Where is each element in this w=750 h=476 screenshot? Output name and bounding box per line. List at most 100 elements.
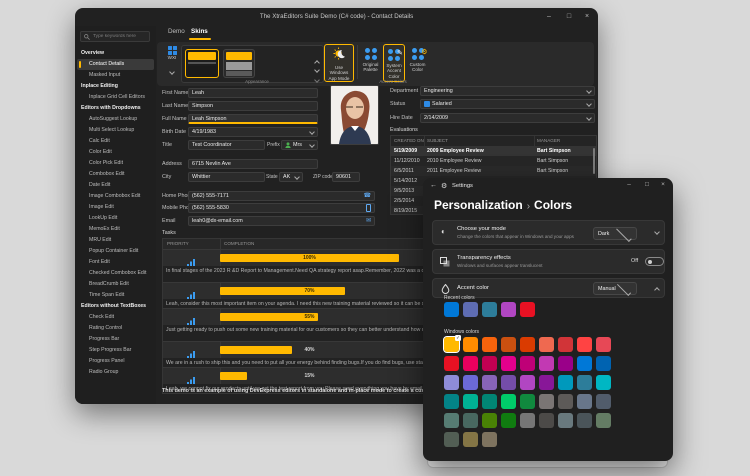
transparency-card[interactable]: Transparency effects Windows and surface… xyxy=(432,249,665,274)
home-phone-field[interactable]: (562) 555-7171 ☎ xyxy=(188,191,375,201)
windows-color-swatch[interactable] xyxy=(577,375,592,390)
sidebar-item-image-combobox-edit[interactable]: Image Combobox Edit xyxy=(89,193,141,199)
windows-color-swatch[interactable] xyxy=(558,337,573,352)
windows-color-swatch[interactable] xyxy=(501,356,516,371)
windows-color-swatch[interactable] xyxy=(577,356,592,371)
minimize-button[interactable]: – xyxy=(547,13,551,20)
windows-color-swatch[interactable] xyxy=(558,375,573,390)
windows-color-swatch[interactable] xyxy=(539,356,554,371)
system-accent-color-button[interactable]: ✎ System Accent Color xyxy=(383,44,405,82)
sidebar-item-check-edit[interactable]: Check Edit xyxy=(89,314,115,320)
windows-color-swatch[interactable] xyxy=(463,413,478,428)
zip-field[interactable]: 90601 xyxy=(332,172,360,182)
sidebar-item-combobox-edit[interactable]: Combobox Edit xyxy=(89,171,125,177)
accent-color-card[interactable]: Accent color Manual xyxy=(432,278,665,298)
recent-color-swatch[interactable] xyxy=(444,302,459,317)
completion-progress-bar[interactable]: 70% xyxy=(220,287,399,295)
evaluations-scrollbar[interactable] xyxy=(593,148,595,174)
windows-color-swatch[interactable] xyxy=(596,337,611,352)
mode-dropdown[interactable]: Dark xyxy=(593,225,637,242)
windows-color-swatch[interactable] xyxy=(444,413,459,428)
hire-date-field[interactable]: 2/14/2009 xyxy=(420,113,595,123)
close-button[interactable]: × xyxy=(584,13,590,20)
sidebar-item-date-edit[interactable]: Date Edit xyxy=(89,182,111,188)
recent-color-swatch[interactable] xyxy=(463,302,478,317)
sidebar-item-calc-edit[interactable]: Calc Edit xyxy=(89,138,110,144)
sidebar-item-contact-details[interactable]: Contact Details xyxy=(77,59,154,70)
transparency-toggle[interactable] xyxy=(645,257,664,266)
windows-color-swatch[interactable] xyxy=(520,337,535,352)
table-row[interactable]: 5/19/2009 2009 Employee Review Bart Simpso… xyxy=(391,146,596,156)
windows-color-swatch[interactable] xyxy=(482,413,497,428)
recent-color-swatch[interactable] xyxy=(482,302,497,317)
evaluations-col-manager[interactable]: MANAGER xyxy=(537,138,561,143)
windows-color-swatch[interactable] xyxy=(482,432,497,447)
windows-color-swatch[interactable] xyxy=(501,337,516,352)
windows-color-swatch[interactable] xyxy=(577,337,592,352)
windows-color-swatch[interactable] xyxy=(558,356,573,371)
sidebar-item-color-pick-edit[interactable]: Color Pick Edit xyxy=(89,160,124,166)
evaluations-col-subject[interactable]: SUBJECT xyxy=(427,138,448,143)
windows-color-swatch[interactable] xyxy=(501,375,516,390)
sidebar-item-step-progress-bar[interactable]: Step Progress Bar xyxy=(89,347,132,353)
sidebar-item-checked-combobox-edit[interactable]: Checked Combobox Edit xyxy=(89,270,147,276)
windows-color-swatch[interactable] xyxy=(539,394,554,409)
tab-skins[interactable]: Skins xyxy=(191,28,208,35)
windows-color-swatch[interactable] xyxy=(539,337,554,352)
windows-color-swatch[interactable] xyxy=(463,337,478,352)
prefix-field[interactable]: Mrs xyxy=(281,140,318,150)
mode-expander-icon[interactable] xyxy=(654,229,660,235)
title-field[interactable]: Test Coordinator xyxy=(188,140,265,150)
windows-color-swatch[interactable] xyxy=(558,394,573,409)
windows-color-swatch[interactable] xyxy=(463,375,478,390)
windows-color-swatch[interactable] xyxy=(482,375,497,390)
sidebar-item-inplace-grid-cell-editors[interactable]: Inplace Grid Cell Editors xyxy=(89,94,145,100)
birth-date-field[interactable]: 4/19/1983 xyxy=(188,127,318,137)
recent-color-swatch[interactable] xyxy=(501,302,516,317)
status-field[interactable]: Salaried xyxy=(420,99,595,109)
original-palette-button[interactable]: Original Palette xyxy=(360,44,381,82)
tasks-col-completion[interactable]: COMPLETION xyxy=(224,241,255,246)
department-field[interactable]: Engineering xyxy=(420,86,595,96)
choose-mode-card[interactable]: ◐ Choose your mode Change the colors tha… xyxy=(432,220,665,245)
custom-color-button[interactable]: ⚙ Custom Color xyxy=(407,44,428,82)
first-name-field[interactable]: Leah xyxy=(188,88,318,98)
state-field[interactable]: AK xyxy=(279,172,303,182)
windows-color-swatch[interactable] xyxy=(463,356,478,371)
windows-color-swatch[interactable] xyxy=(444,375,459,390)
completion-progress-bar[interactable]: 15% xyxy=(220,372,399,380)
sidebar-item-color-edit[interactable]: Color Edit xyxy=(89,149,112,155)
sidebar-item-masked-input[interactable]: Masked Input xyxy=(89,72,121,78)
settings-minimize-button[interactable]: – xyxy=(627,181,631,188)
last-name-field[interactable]: Simpson xyxy=(188,101,318,111)
skin-selector-button[interactable]: WXI xyxy=(161,46,183,79)
mobile-phone-field[interactable]: (562) 555-5830 xyxy=(188,203,375,213)
maximize-button[interactable]: □ xyxy=(566,13,572,20)
sidebar-item-progress-bar[interactable]: Progress Bar xyxy=(89,336,120,342)
windows-color-swatch[interactable] xyxy=(596,356,611,371)
full-name-field[interactable]: Leah Simpson xyxy=(188,114,318,124)
windows-color-swatch[interactable] xyxy=(501,413,516,428)
sidebar-item-autosuggest-lookup[interactable]: AutoSuggest Lookup xyxy=(89,116,138,122)
windows-color-swatch[interactable] xyxy=(539,413,554,428)
windows-color-swatch[interactable] xyxy=(482,356,497,371)
windows-color-swatch[interactable] xyxy=(520,375,535,390)
windows-color-swatch[interactable] xyxy=(520,356,535,371)
recent-color-swatch[interactable] xyxy=(520,302,535,317)
windows-color-swatch[interactable] xyxy=(577,413,592,428)
windows-color-swatch[interactable] xyxy=(596,394,611,409)
windows-color-swatch[interactable] xyxy=(482,337,497,352)
use-windows-app-mode-button[interactable]: Use Windows App Mode xyxy=(324,44,354,82)
sidebar-item-multi-select-lookup[interactable]: Multi Select Lookup xyxy=(89,127,135,133)
windows-color-swatch[interactable] xyxy=(463,432,478,447)
sidebar-item-image-edit[interactable]: Image Edit xyxy=(89,204,114,210)
windows-color-swatch[interactable] xyxy=(482,394,497,409)
skin-tile-dark[interactable] xyxy=(185,49,219,78)
windows-color-swatch[interactable] xyxy=(444,432,459,447)
address-field[interactable]: 6715 Nevlin Ave xyxy=(188,159,318,169)
sidebar-item-popup-container-edit[interactable]: Popup Container Edit xyxy=(89,248,139,254)
completion-progress-bar[interactable]: 40% xyxy=(220,346,399,354)
sidebar-item-breadcrumb-edit[interactable]: BreadCrumb Edit xyxy=(89,281,129,287)
evaluations-col-created-on[interactable]: CREATED ON xyxy=(394,138,424,143)
sidebar-item-lookup-edit[interactable]: LookUp Edit xyxy=(89,215,118,221)
